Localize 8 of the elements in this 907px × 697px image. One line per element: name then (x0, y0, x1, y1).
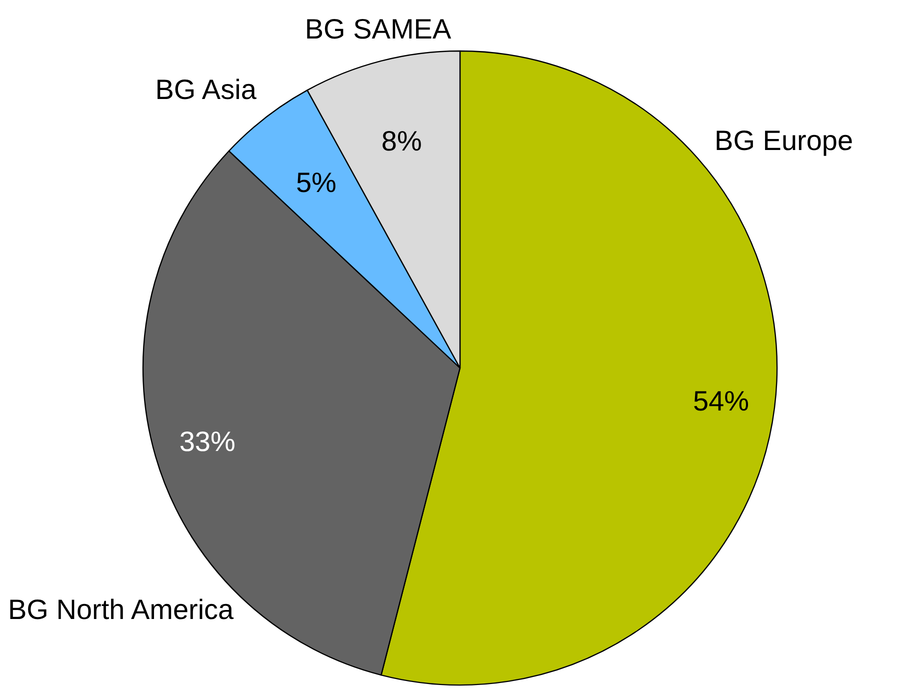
data-label: 54% (693, 385, 750, 416)
data-label: 5% (296, 167, 336, 198)
slice-label: BG SAMEA (304, 14, 452, 45)
data-label: 33% (179, 426, 236, 457)
slice-label: BG Asia (155, 74, 257, 105)
slice-label: BG North America (8, 594, 234, 625)
data-label: 8% (381, 125, 422, 156)
slice-label: BG Europe (714, 124, 854, 156)
